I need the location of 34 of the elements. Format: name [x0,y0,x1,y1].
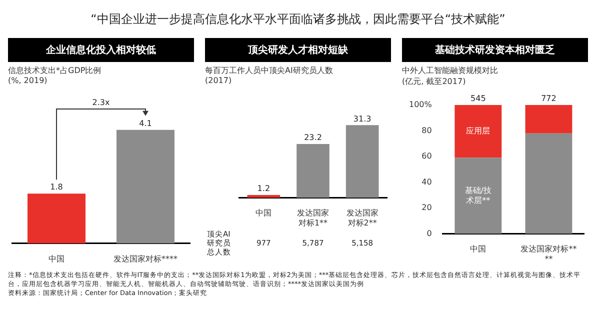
bar [454,158,502,234]
chart-title: 顶尖研发人才相对短缺 [205,38,391,62]
series-label: 应用层 [466,126,490,136]
bar [525,105,572,134]
x-tick-label: 中国 [470,244,486,254]
y-tick-label: 20 [422,203,432,212]
x-tick-label: 发达国家对标2** [346,208,378,228]
chart-title: 基础技术研发资本相对匮乏 [402,38,588,62]
y-tick-label: 80 [422,126,432,135]
data-label: 4.1 [139,118,152,128]
y-tick-label: 40 [422,177,432,186]
chart-subtitle: 信息技术支出*占GDP比例 (%, 2019) [8,65,102,87]
data-label: 23.2 [304,133,322,142]
data-label: 1.2 [257,184,270,194]
y-tick-label: 60 [422,152,432,161]
chart-subtitle: 中外人工智能融资规模对比 (亿元, 截至2017) [402,65,499,88]
x-tick-label: 中国 [256,208,272,218]
x-tick-label: 发达国家对标1** [297,208,329,228]
data-label: 1.8 [50,182,63,192]
x-tick-label: 发达国家对标**** [114,254,178,264]
chart-subtitle: 每百万工作人员中顶尖AI研究员人数 (2017) [205,65,334,87]
data-label: 31.3 [353,114,372,124]
y-tick-label: 0 [426,228,432,238]
y-tick-label: 100% [408,100,432,110]
x-tick-label: 发达国家对标**** [520,244,577,264]
series-label: 基础/技术层** [464,186,492,205]
text: 2.3x [92,98,110,108]
bar [525,133,572,234]
text: “中国企业进一步提高信息化水平水平面临诸多挑战，因此需要平台“技术赋能” [90,11,506,28]
annotation: 545 [470,94,486,104]
bar [454,105,502,158]
x-tick-label: 中国 [48,254,64,264]
annotation: 772 [541,94,556,104]
chart-title: 企业信息化投入相对较低 [8,38,194,62]
